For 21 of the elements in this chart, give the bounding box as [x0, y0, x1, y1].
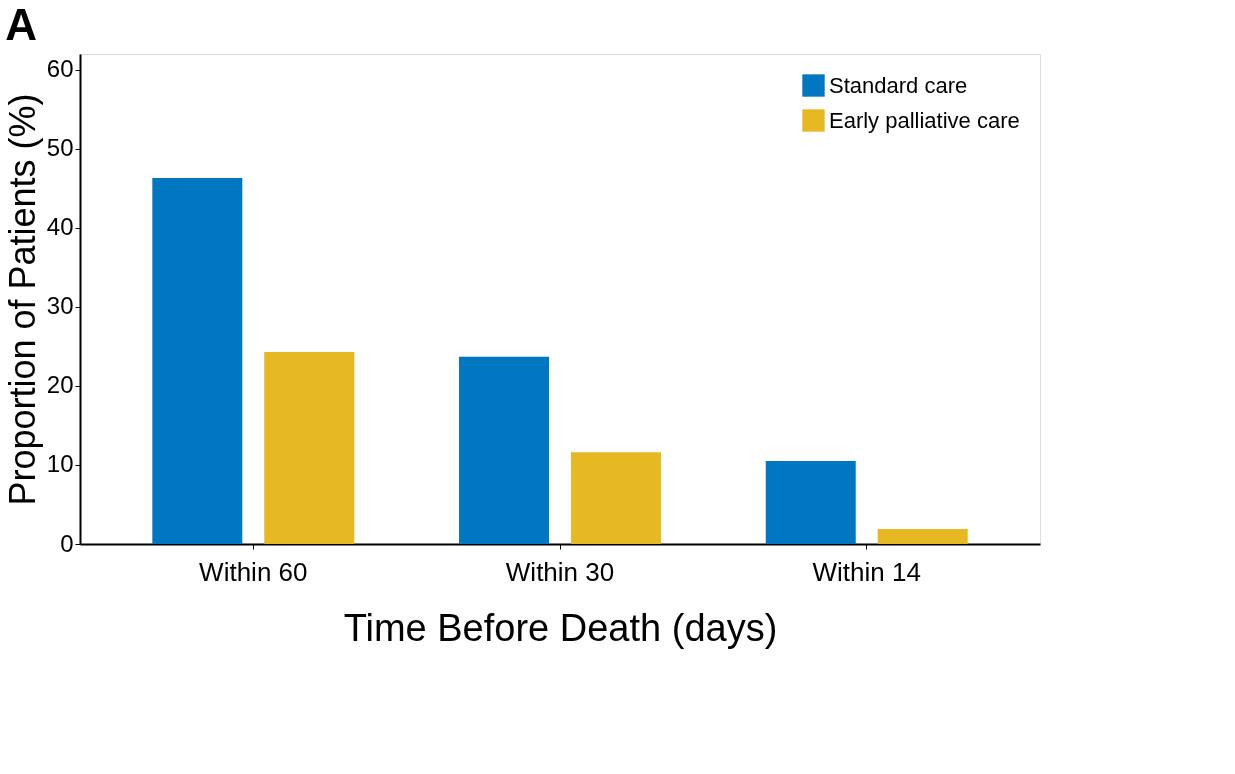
bar: [570, 452, 661, 544]
bar: [877, 528, 968, 544]
bar: [152, 178, 243, 544]
chart-title: A: [5, 0, 38, 49]
y-tick-label: 50: [46, 134, 74, 162]
y-tick-label: 60: [46, 55, 74, 83]
bar: [765, 461, 856, 544]
y-tick-label: 30: [46, 292, 74, 320]
x-tick-label: Within 60: [199, 556, 308, 587]
bar: [264, 351, 355, 544]
legend-label: Early palliative care: [829, 107, 1020, 133]
y-axis-title: Proportion of Patients (%): [1, 93, 43, 506]
y-tick-label: 20: [46, 371, 74, 399]
x-axis-title: Time Before Death (days): [343, 606, 778, 649]
x-tick-label: Within 30: [505, 556, 615, 587]
y-tick-label: 10: [46, 450, 74, 478]
x-tick-label: Within 14: [812, 556, 921, 587]
y-tick-label: 0: [60, 529, 74, 557]
legend-label: Standard care: [829, 72, 968, 98]
bar: [459, 356, 550, 544]
y-tick-label: 40: [46, 213, 74, 241]
